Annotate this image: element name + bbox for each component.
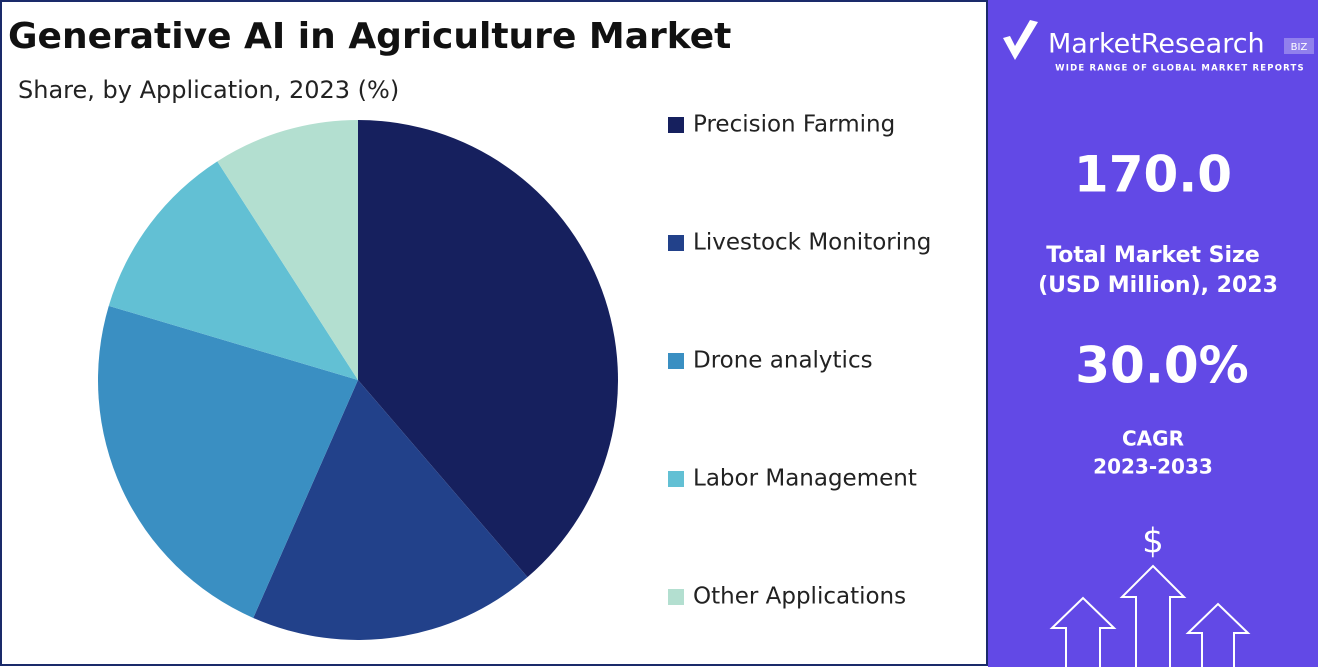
legend-label: Other Applications bbox=[693, 584, 906, 610]
brand: MarketResearch bbox=[1048, 29, 1265, 60]
brand-tag-box bbox=[1284, 38, 1314, 54]
market-size-label: (USD Million), 2023 bbox=[1038, 273, 1278, 298]
pie-slice bbox=[108, 161, 358, 380]
arrows bbox=[1049, 564, 1251, 667]
legend-swatch bbox=[668, 235, 684, 251]
legend-swatch bbox=[668, 589, 684, 605]
legend-swatch bbox=[668, 471, 684, 487]
legend-swatch bbox=[668, 353, 684, 369]
cagr-label: 2023-2033 bbox=[1093, 455, 1213, 479]
brand-tag: BIZ bbox=[1291, 42, 1308, 53]
pie bbox=[98, 120, 618, 640]
currency: $ bbox=[1142, 522, 1164, 562]
market-size-label: Total Market Size bbox=[1046, 243, 1260, 268]
pie-slice bbox=[358, 120, 618, 578]
pie-slice bbox=[253, 380, 528, 640]
legend-label: Labor Management bbox=[693, 466, 917, 492]
legend-label: Drone analytics bbox=[693, 348, 873, 374]
legend-swatch bbox=[668, 117, 684, 133]
legend-label: Livestock Monitoring bbox=[693, 230, 931, 256]
legend-label: Precision Farming bbox=[693, 112, 895, 138]
logo-icon bbox=[1003, 20, 1038, 60]
legend: Precision Farming Livestock Monitoring Dro… bbox=[668, 112, 931, 610]
chart-subtitle: Share, by Application, 2023 (%) bbox=[18, 76, 399, 104]
cagr: 30.0% bbox=[1075, 337, 1248, 395]
chart-title: Generative AI in Agriculture Market bbox=[8, 16, 731, 57]
cagr-label: CAGR bbox=[1122, 427, 1184, 451]
market-size: 170.0 bbox=[1074, 146, 1232, 204]
pie-slice bbox=[217, 120, 358, 380]
tagline: WIDE RANGE OF GLOBAL MARKET REPORTS bbox=[1055, 64, 1305, 74]
pie-slice bbox=[98, 305, 359, 618]
side-panel bbox=[988, 0, 1318, 667]
